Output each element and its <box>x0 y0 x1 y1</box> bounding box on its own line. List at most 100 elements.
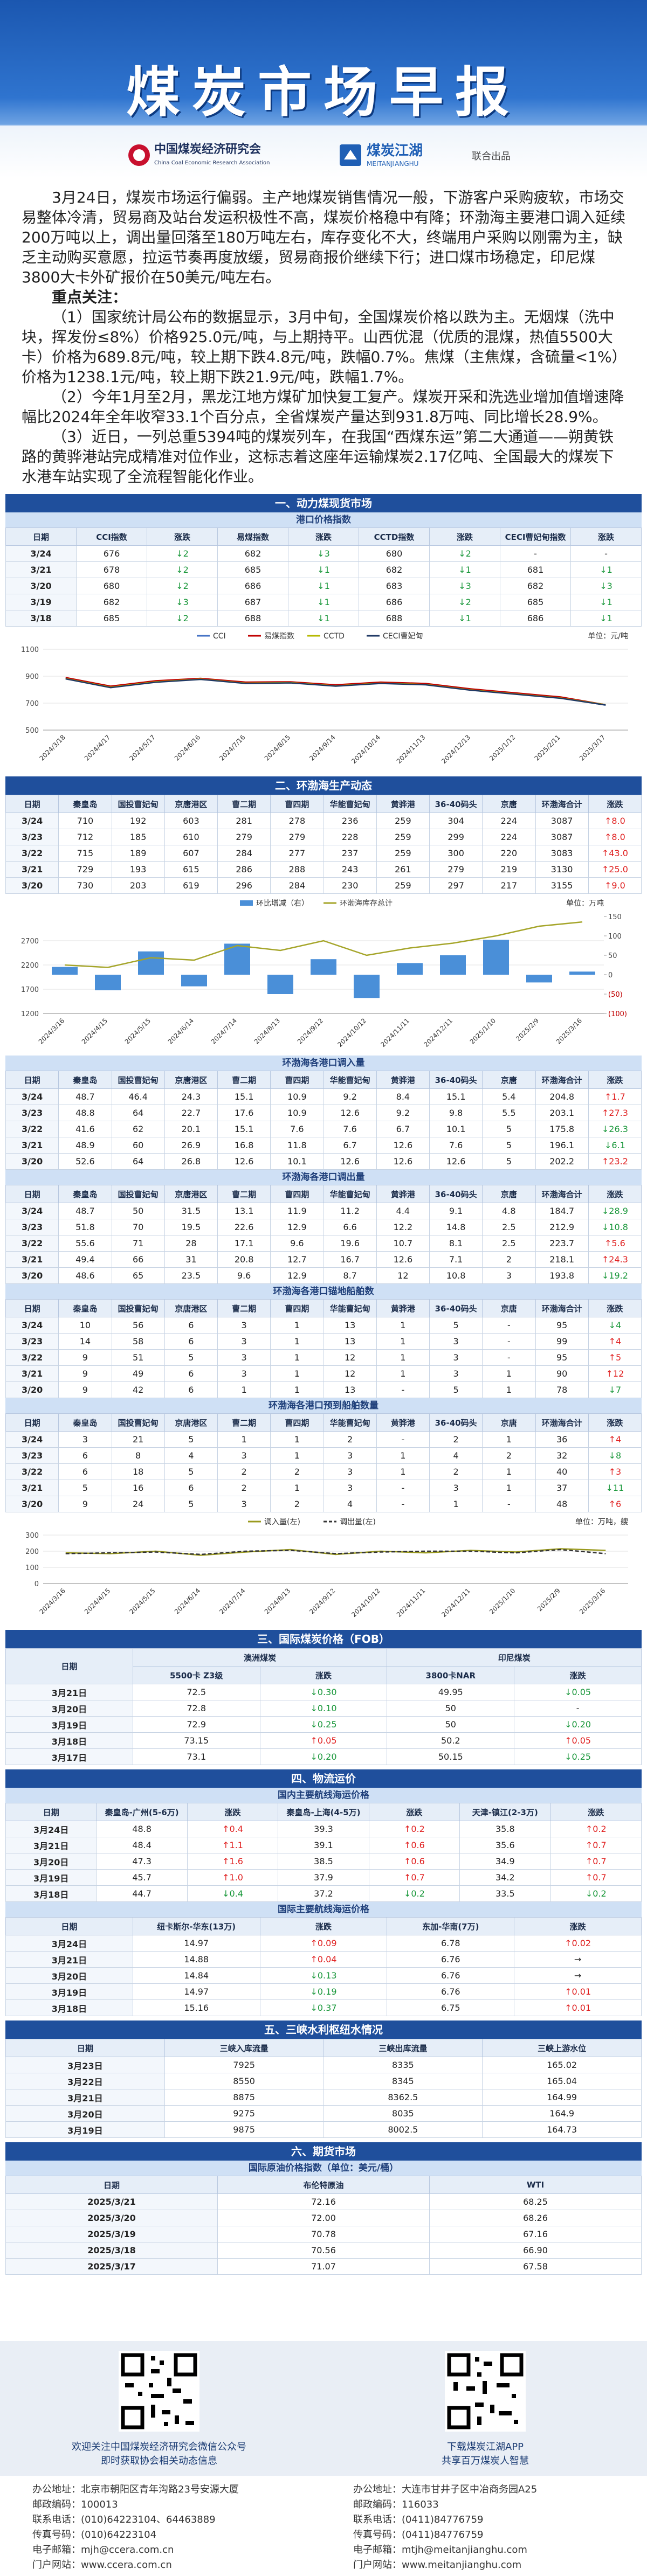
table-cell: 1 <box>482 1365 536 1382</box>
table-cell: 3/23 <box>5 1105 59 1121</box>
table-cell: 3/22 <box>5 1121 59 1137</box>
table-cell: 3/23 <box>5 1333 59 1350</box>
table-cell: 99 <box>535 1333 589 1350</box>
table-row: 2025/3/19 70.78 67.16 <box>5 2226 642 2242</box>
table-cell: ↓8 <box>588 1447 642 1464</box>
table-cell: 11.8 <box>270 1137 324 1154</box>
legend-label: CCTD <box>324 632 345 641</box>
table-row: 3/24 10 56 6 3 1 13 1 5-95 ↓4 <box>5 1317 642 1334</box>
table-cell: ↓1 <box>288 610 359 627</box>
table-cell: 12.2 <box>376 1219 430 1235</box>
table-cell: 58 <box>111 1333 165 1350</box>
header-cell: 涨跌 <box>368 1803 460 1821</box>
table-row: 3/20 9 24 5 3 2 4-1-48 ↑6 <box>5 1496 642 1512</box>
table-row: 3/21 9 49 6 3 1 12 1 3 1 90 ↑12 <box>5 1365 642 1382</box>
header-cell: 36-40码头 <box>429 1413 483 1432</box>
paragraph: （1）国家统计局公布的数据显示，3月中旬，全国煤炭价格以跌为主。无烟煤（洗中块，… <box>22 308 620 386</box>
table-cell: 39.1 <box>278 1837 369 1853</box>
table-cell: 3 <box>429 1349 483 1366</box>
table-cell: 277 <box>270 845 324 862</box>
table-cell: 4 <box>164 1447 218 1464</box>
table-cell: ↑0.05 <box>514 1732 642 1749</box>
table-cell: 3087 <box>535 813 589 829</box>
table-cell: 2025/3/18 <box>5 2242 218 2259</box>
table-row: 3月23日 7925 8335 165.02 <box>5 2057 642 2073</box>
table-cell: 607 <box>164 845 218 862</box>
table-row: 3月22日 8550 8345 165.04 <box>5 2073 642 2089</box>
table-cell: 21 <box>111 1431 165 1448</box>
table-cell: 48.7 <box>58 1088 112 1105</box>
table-cell: 203.1 <box>535 1105 589 1121</box>
table-row: 3/24 3 21 5 1 1 2-2 1 36 ↑4 <box>5 1431 642 1448</box>
legend-label: CCI <box>213 632 226 641</box>
table-cell: 288 <box>270 861 324 878</box>
table-cell: 1 <box>376 1317 430 1334</box>
table-row: 3月20日 47.3 ↑1.6 38.5 ↑0.6 34.9 ↑0.7 <box>5 1853 642 1870</box>
header-cell: 曹二期 <box>217 1413 271 1432</box>
table-cell: 259 <box>376 845 430 862</box>
table-row: 3/22 55.6 71 28 17.1 9.6 19.6 10.7 8.1 2.5 223.7 ↑5… <box>5 1235 642 1252</box>
table-cell: ↓28.9 <box>588 1203 642 1219</box>
header-cell: 纽卡斯尔-华东(13万) <box>132 1917 260 1935</box>
table-cell: 224 <box>482 829 536 845</box>
table-cell: 35.6 <box>459 1837 551 1853</box>
table-cell: 19.5 <box>164 1219 218 1235</box>
table-row: 3/22 9 51 5 3 1 12 1 3-95 ↑5 <box>5 1349 642 1366</box>
table-cell: ↓10.8 <box>588 1219 642 1235</box>
table-cell: 3/20 <box>5 877 59 894</box>
logos: 中国煤炭经济研究会 China Coal Economic Research A… <box>128 142 511 168</box>
data-table: 日期 布伦特原油 WTI 2025/3/21 72.16 68.25 2025/3/20 72… <box>5 2176 642 2275</box>
table-cell: 17.1 <box>217 1235 271 1252</box>
table-cell: ↑4 <box>588 1333 642 1350</box>
header-cell: 京唐港区 <box>164 1413 218 1432</box>
table-row: 3/22 41.6 62 20.1 15.1 7.6 7.6 6.7 10.1 5 175.8 ↓26… <box>5 1121 642 1137</box>
table-cell: 3/21 <box>5 861 59 878</box>
table-cell: 13 <box>323 1317 377 1334</box>
table-cell: 12.6 <box>429 1153 483 1170</box>
table-cell: 2 <box>482 1251 536 1268</box>
section-heading: 五、三峡水利枢纽水情况 <box>5 2020 642 2039</box>
table-cell: 31 <box>164 1251 218 1268</box>
table-cell: ↑5 <box>588 1349 642 1366</box>
table-cell: 14.84 <box>132 1967 260 1984</box>
table-cell: 64 <box>111 1153 165 1170</box>
table-cell: 6.76 <box>387 1951 515 1968</box>
table-cell: ↑3 <box>588 1463 642 1480</box>
table-cell: ↑12 <box>588 1365 642 1382</box>
contact-line: 电子邮箱：mjh@ccera.com.cn <box>32 2544 174 2556</box>
header-cell: 秦皇岛-广州(5-6万) <box>96 1803 188 1821</box>
table-cell: 6 <box>58 1463 112 1480</box>
table-row: 3月17日 73.1 ↓0.20 50.15 ↓0.25 <box>5 1748 642 1765</box>
table-cell: 71.07 <box>217 2258 430 2275</box>
y-tick-label: 100 <box>25 1564 39 1572</box>
data-table: 日期 秦皇岛 国投曹妃甸 京唐港区 曹二期 曹四期 华能曹妃甸 黄骅港 36-40码头 京唐 环渤海… <box>5 1413 642 1512</box>
table-row: 3/20 52.6 64 26.8 12.6 10.1 12.6 12.6 12.6 5 202.2… <box>5 1153 642 1170</box>
data-table: 日期 秦皇岛 国投曹妃甸 京唐港区 曹二期 曹四期 华能曹妃甸 黄骅港 36-40码头 京唐 环渤海… <box>5 1185 642 1284</box>
table-cell: 12.6 <box>323 1153 377 1170</box>
table-cell: 3/20 <box>5 1153 59 1170</box>
header-cell: 涨跌 <box>288 527 359 546</box>
table-cell: 50.15 <box>387 1748 515 1765</box>
table-cell: 681 <box>500 561 571 578</box>
table-cell: 15.16 <box>132 1999 260 2016</box>
table-cell: 48.6 <box>58 1267 112 1284</box>
table-cell: 1 <box>270 1381 324 1398</box>
table-cell: 279 <box>217 829 271 845</box>
section-heading: 一、动力煤现货市场 <box>5 494 642 512</box>
table-cell: 12 <box>323 1349 377 1366</box>
paragraph: （2）今年1月至2月，黑龙江地方煤矿加快复工复产。煤炭开采和洗选业增加值增速降幅… <box>22 388 624 426</box>
table-cell: - <box>482 1496 536 1512</box>
table-cell: 189 <box>111 845 165 862</box>
bar <box>181 975 207 987</box>
data-table: 日期 澳洲煤炭 印尼煤炭 5500卡 Z3级 涨跌 3800卡NAR 涨跌 3月21日 72.5… <box>5 1648 642 1765</box>
table-cell: 44.7 <box>96 1885 188 1902</box>
table-cell: 296 <box>217 877 271 894</box>
header-cell: 日期 <box>5 1071 59 1089</box>
header-row: 日期 秦皇岛 国投曹妃甸 京唐港区 曹二期 曹四期 华能曹妃甸 黄骅港 36-40码头 京唐 环渤海… <box>5 1071 642 1089</box>
y-tick-label: 200 <box>25 1548 39 1556</box>
header-cell: 黄骅港 <box>376 1071 430 1089</box>
table-cell: 676 <box>76 545 147 562</box>
table-cell: 6.6 <box>323 1219 377 1235</box>
table-cell: 72.16 <box>217 2193 430 2210</box>
